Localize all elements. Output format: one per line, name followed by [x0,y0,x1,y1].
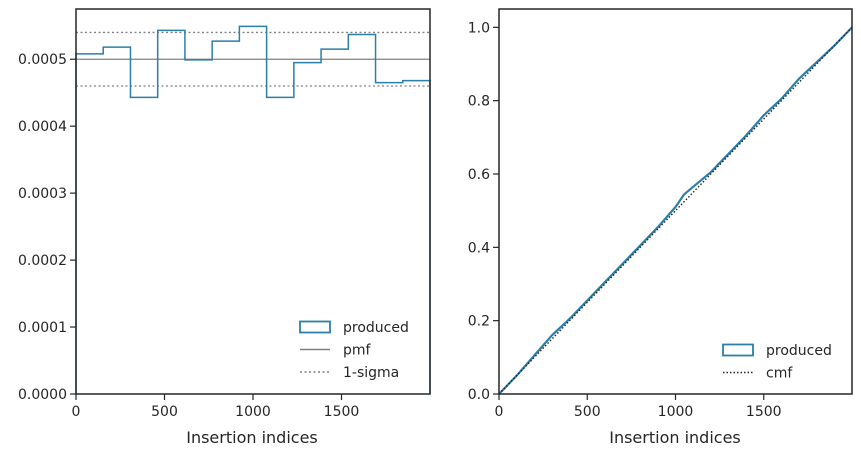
pmf-y-tick-label: 0.0000 [18,387,67,403]
produced-histogram-bar [76,54,103,394]
produced-histogram-bar [403,81,430,394]
pmf-y-tick-label: 0.0001 [18,320,67,336]
cmf-legend-label-produced: produced [766,343,832,359]
cmf-plot-area [498,26,853,395]
cmf-line [498,26,853,395]
produced-histogram-bar [103,47,130,394]
pmf-legend-label-produced: produced [343,320,409,336]
pmf-x-tick-label: 1000 [235,404,271,420]
cmf-y-tick-label: 0.8 [468,94,490,110]
pmf-legend-swatch-produced [299,320,331,334]
produced-histogram-bar [294,63,321,394]
cmf-axes-frame [498,8,853,395]
pmf-y-tick-label: 0.0002 [18,253,67,269]
produced-histogram-bar [158,30,185,394]
cmf-x-tick-label: 500 [574,404,601,420]
produced-histogram-bar [267,97,294,394]
pmf-y-tick-label: 0.0003 [18,186,67,202]
produced-histogram-outline [75,25,431,394]
produced-histogram-bar [130,97,157,394]
cmf-x-axis-label: Insertion indices [609,428,741,447]
cmf-y-tick-label: 0.6 [468,167,490,183]
produced-histogram-bar [239,26,266,394]
produced-histogram-bar [376,83,403,394]
pmf-legend-label-pmf: pmf [343,343,372,359]
cmf-x-tick-label: 1500 [746,404,782,420]
produced-cmf-line [498,26,853,395]
cmf-legend-label-cmf: cmf [766,366,793,382]
pmf-x-tick-label: 0 [72,404,81,420]
pmf-legend-label-sigma: 1-sigma [343,365,399,381]
pmf-axes-frame [75,8,431,395]
cmf-panel: 0 500 1000 1500 0.0 0.2 0.4 0.6 0.8 1.0 Insertion… [468,8,853,447]
pmf-legend: produced pmf 1-sigma [299,320,409,381]
pmf-x-tick-label: 1500 [324,404,360,420]
produced-histogram-bar [212,41,239,394]
pmf-x-axis-label: Insertion indices [186,428,318,447]
cmf-legend-swatch-produced [722,343,754,357]
cmf-y-tick-label: 0.0 [468,387,490,403]
cmf-x-tick-label: 1000 [658,404,694,420]
pmf-x-tick-label: 500 [151,404,178,420]
cmf-x-tick-label: 0 [495,404,504,420]
pmf-axes: 0 500 1000 1500 0.0000 0.0001 0.0002 0.0003 0.00… [18,8,431,420]
cmf-legend: produced cmf [722,343,832,382]
cmf-axes: 0 500 1000 1500 0.0 0.2 0.4 0.6 0.8 1.0 [468,8,853,420]
produced-histogram-bar [348,34,375,394]
pmf-y-tick-label: 0.0004 [18,119,67,135]
pmf-y-tick-label: 0.0005 [18,52,67,68]
pmf-plot-area [75,25,431,394]
cmf-y-tick-label: 0.2 [468,314,490,330]
cmf-y-tick-label: 0.4 [468,240,490,256]
pmf-panel: 0 500 1000 1500 0.0000 0.0001 0.0002 0.0003 0.00… [18,8,431,447]
cmf-y-tick-label: 1.0 [468,20,490,36]
produced-histogram-bar [185,60,212,394]
